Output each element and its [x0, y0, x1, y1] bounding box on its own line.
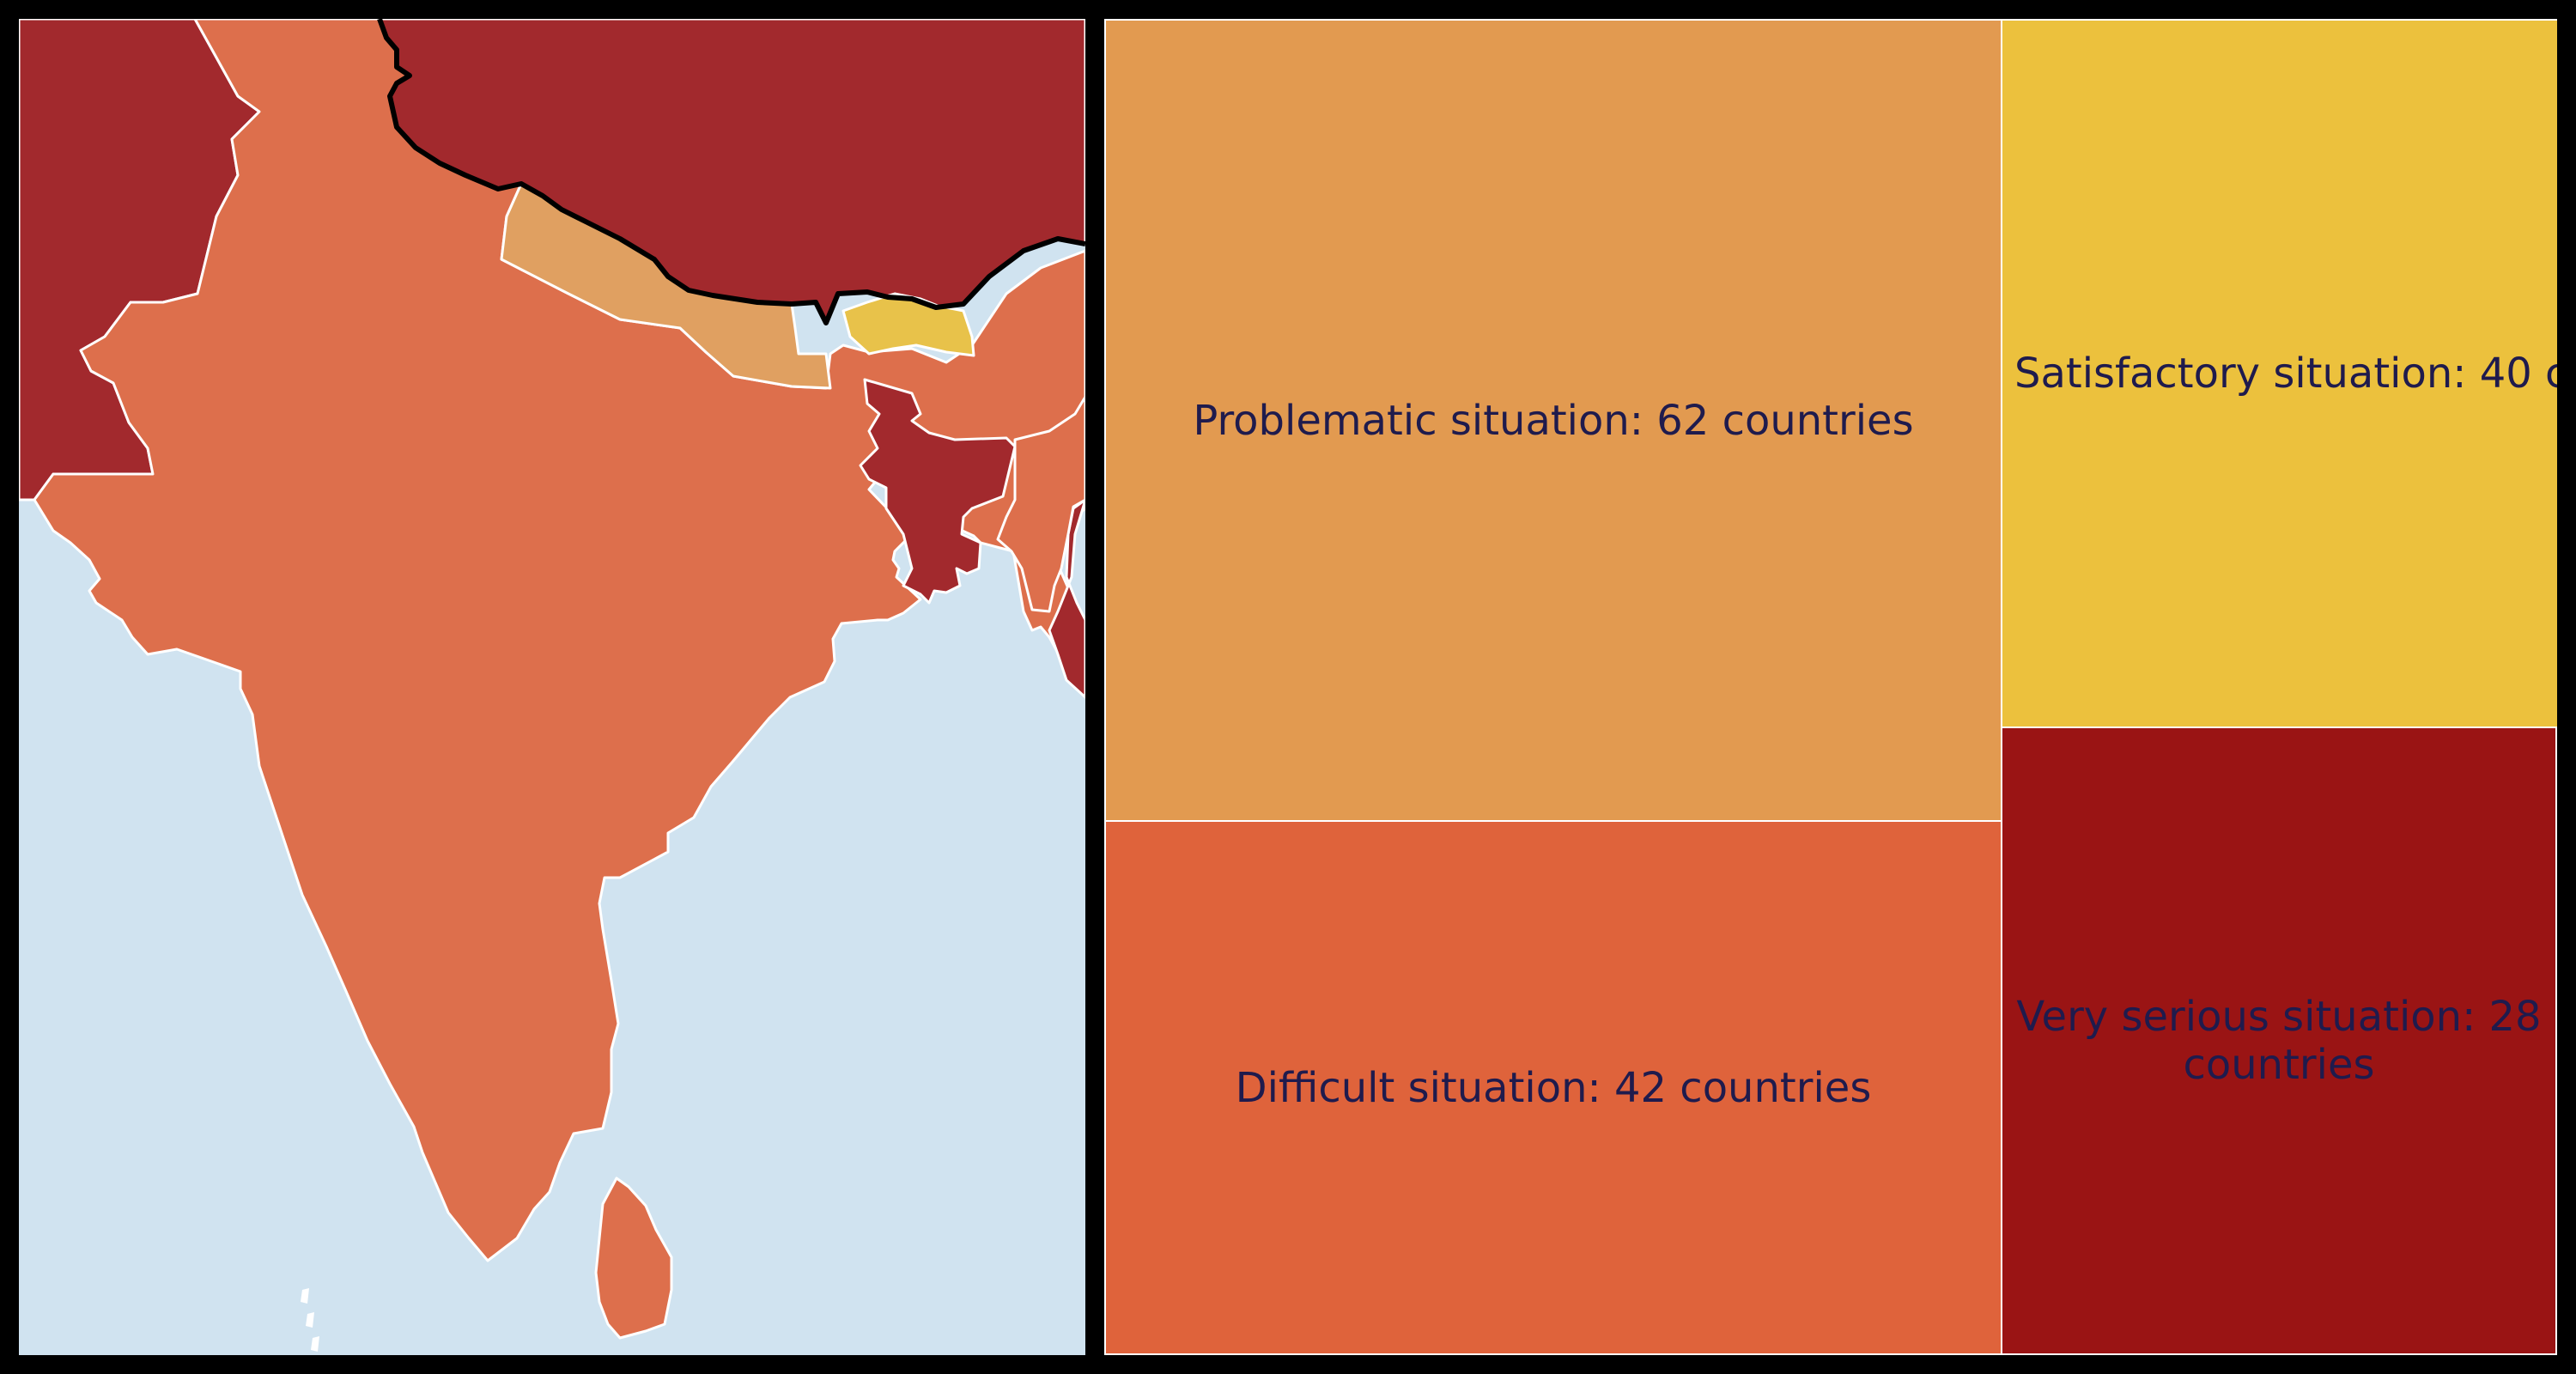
china-border-line — [377, 19, 1085, 325]
map-svg — [19, 19, 1085, 1355]
treemap-tile-very-serious[interactable]: Very serious situation: 28 countries — [2001, 727, 2557, 1355]
treemap-tile-problematic[interactable]: Problematic situation: 62 countries — [1104, 19, 2002, 822]
treemap: Problematic situation: 62 countries Diff… — [1104, 19, 2557, 1355]
island — [306, 1312, 314, 1328]
treemap-tile-satisfactory[interactable]: Satisfactory situation: 40 countries — [2001, 19, 2557, 728]
press-freedom-map[interactable] — [19, 19, 1085, 1355]
region-sri-lanka — [594, 1176, 673, 1340]
island — [301, 1288, 309, 1304]
tile-label-very-serious: Very serious situation: 28 countries — [2016, 993, 2542, 1089]
region-northeast-india — [996, 395, 1085, 613]
region-bangladesh — [859, 378, 1017, 605]
island — [311, 1336, 319, 1352]
treemap-tile-difficult[interactable]: Difficult situation: 42 countries — [1104, 820, 2002, 1355]
tile-label-problematic: Problematic situation: 62 countries — [1193, 396, 1914, 445]
maldives-islands — [301, 1288, 319, 1352]
tile-label-difficult: Difficult situation: 42 countries — [1235, 1063, 1872, 1112]
tile-label-satisfactory: Satisfactory situation: 40 countries — [2014, 350, 2557, 398]
